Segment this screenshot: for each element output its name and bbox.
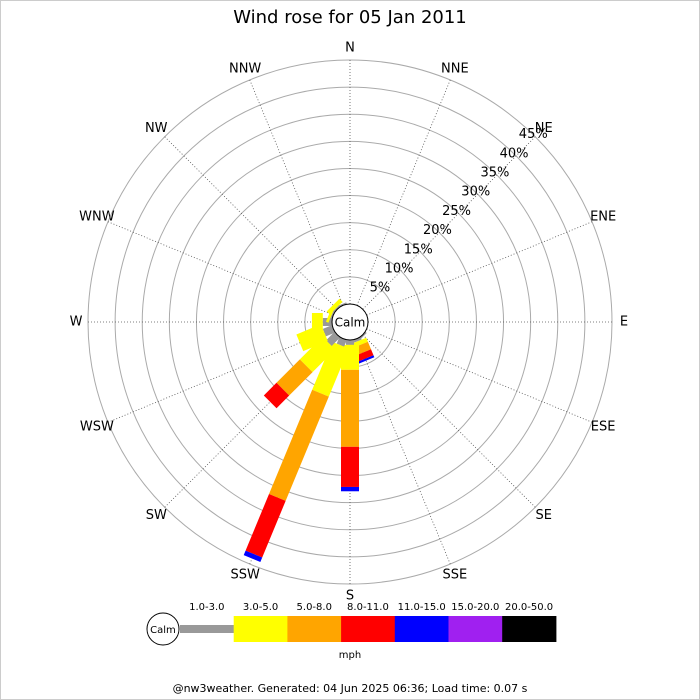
direction-label: N: [345, 41, 355, 56]
direction-label: NNE: [441, 61, 469, 76]
direction-label: S: [346, 589, 354, 604]
legend-label: 8.0-11.0: [347, 602, 389, 613]
r-tick-label: 40%: [500, 146, 529, 161]
r-tick-label: 10%: [385, 261, 414, 276]
bar-segment: [346, 340, 354, 345]
chart-title: Wind rose for 05 Jan 2011: [233, 7, 467, 28]
legend: Calm 1.0-3.0 3.0-5.0 5.0-8.0 8.0-11.0 11.0-15…: [146, 602, 557, 661]
bar-segment: [354, 349, 374, 363]
labels: 5% 10% 15% 20% 25% 30% 35% 40% 45% N NNE NE ENE E ESE S…: [70, 41, 629, 604]
footer: @nw3weather. Generated: 04 Jun 2025 06:3…: [173, 682, 528, 695]
legend-swatch: [233, 616, 288, 642]
legend-label: 5.0-8.0: [297, 602, 332, 613]
bar-segment: [341, 369, 359, 447]
legend-label: 1.0-3.0: [189, 602, 224, 613]
r-tick-label: 15%: [404, 242, 433, 257]
legend-swatch: [180, 625, 235, 633]
direction-label: W: [70, 315, 83, 330]
legend-swatch: [448, 616, 503, 642]
bar-segment: [322, 325, 335, 337]
direction-label: WSW: [80, 419, 114, 434]
bar-segment: [269, 389, 329, 501]
legend-unit: mph: [339, 650, 361, 661]
bar-segment: [245, 493, 286, 558]
calm-label: Calm: [335, 316, 366, 330]
legend-swatch: [287, 616, 342, 642]
legend-label: 3.0-5.0: [243, 602, 278, 613]
bar-segment: [356, 355, 375, 365]
calm-circle: [331, 303, 369, 341]
bar-segment: [276, 359, 313, 396]
bar-segment: [326, 331, 341, 346]
legend-label: 15.0-20.0: [451, 602, 499, 613]
direction-label: E: [620, 315, 628, 330]
bar-segment: [263, 382, 290, 409]
legend-swatch: [341, 616, 396, 642]
grid: [87, 59, 613, 585]
direction-label: NNW: [229, 61, 261, 76]
legend-swatch: [502, 616, 557, 642]
bar-segment: [353, 337, 362, 343]
bar-segment: [330, 310, 335, 319]
direction-label: SE: [536, 508, 552, 523]
direction-label: ESE: [591, 419, 616, 434]
r-tick-label: 20%: [423, 223, 452, 238]
bar-segment: [338, 302, 347, 307]
legend-label: 20.0-50.0: [505, 602, 553, 613]
bar-segment: [312, 341, 349, 397]
bars: [243, 298, 375, 562]
r-tick-label: 45%: [519, 127, 548, 142]
bar-segment: [299, 336, 336, 373]
bar-segment: [296, 324, 328, 352]
legend-calm: [146, 612, 180, 646]
r-tick-label: 5%: [370, 281, 391, 296]
bar-segment: [311, 313, 323, 331]
r-tick-label: 30%: [461, 185, 490, 200]
legend-swatch: [394, 616, 449, 642]
direction-label: NW: [145, 121, 168, 136]
bar-segment: [333, 305, 341, 313]
bar-segment: [243, 550, 263, 562]
bar-segment: [341, 446, 359, 487]
direction-label: NE: [535, 121, 553, 136]
r-tick-label: 35%: [480, 166, 509, 181]
bar-segment: [341, 486, 359, 492]
bar-segment: [359, 331, 367, 339]
direction-label: SSW: [230, 568, 260, 583]
direction-label: SSE: [442, 568, 467, 583]
bar-segment: [326, 298, 343, 315]
direction-label: ENE: [590, 210, 616, 225]
direction-label: WNW: [79, 210, 115, 225]
legend-label: 11.0-15.0: [398, 602, 446, 613]
legend-calm-label: Calm: [150, 625, 176, 636]
r-tick-label: 25%: [442, 204, 471, 219]
direction-label: SW: [146, 508, 167, 523]
